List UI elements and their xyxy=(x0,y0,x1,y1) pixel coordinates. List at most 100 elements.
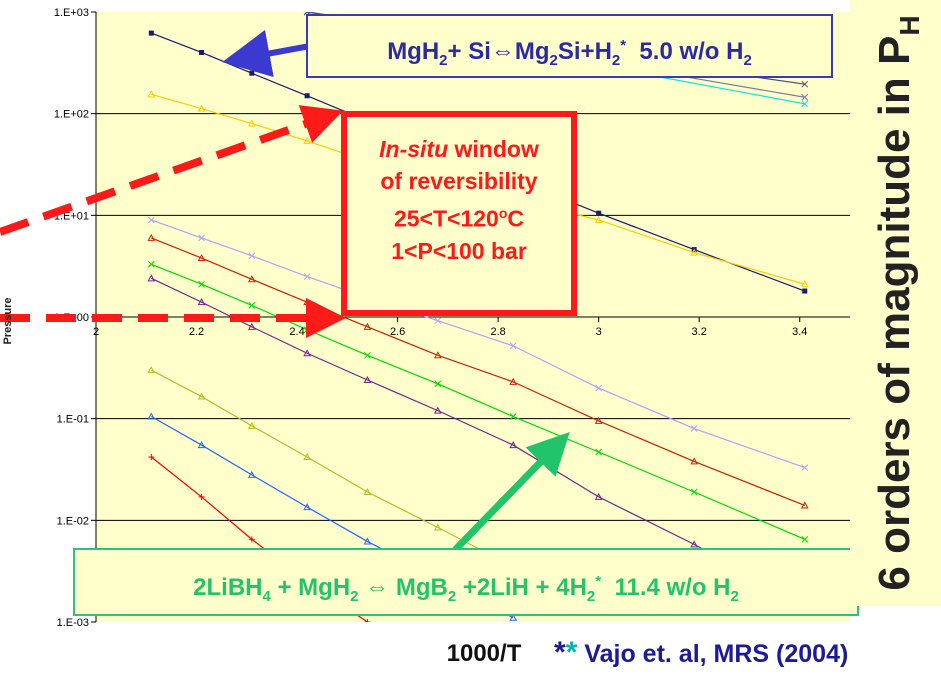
top-box-text-c: Si+H xyxy=(557,38,612,65)
window-line-3-a: 25<T<120 xyxy=(393,205,499,232)
x-tick-label: 2.2 xyxy=(189,326,204,338)
data-point xyxy=(509,377,518,385)
data-point xyxy=(147,274,156,282)
data-point xyxy=(595,448,603,456)
top-box-text-b: + Si⇔Mg xyxy=(447,38,550,65)
x-tick-label: 2.4 xyxy=(289,326,304,338)
data-point xyxy=(594,215,603,223)
data-point xyxy=(247,322,256,330)
data-point xyxy=(690,425,698,432)
bottom-box-sub-e: 2 xyxy=(730,587,739,605)
window-line-1: In-situ window xyxy=(347,133,571,165)
x-tick-label: 2.8 xyxy=(490,326,505,338)
data-point xyxy=(595,384,603,392)
data-point xyxy=(147,233,156,241)
data-point xyxy=(249,70,255,76)
x-tick-label: 3 xyxy=(596,326,602,338)
data-point xyxy=(801,80,809,88)
x-tick-label: 2.6 xyxy=(390,326,405,338)
data-point xyxy=(248,302,256,309)
window-line-3: 25<T<120oC xyxy=(347,197,571,235)
data-point xyxy=(197,392,206,400)
data-point xyxy=(147,412,156,420)
x-tick-label: 3.4 xyxy=(792,326,807,338)
citation-text: Vajo et. al, MRS (2004) xyxy=(577,640,849,668)
data-point xyxy=(303,349,311,357)
data-point xyxy=(363,487,372,495)
window-line-4: 1<P<100 bar xyxy=(391,237,527,264)
data-point xyxy=(197,298,206,306)
data-point xyxy=(248,252,256,260)
data-point xyxy=(248,536,255,543)
data-point xyxy=(198,493,205,500)
bottom-box-sup-d: * xyxy=(595,573,602,590)
data-point xyxy=(247,119,256,127)
data-point xyxy=(594,416,603,424)
data-point xyxy=(148,453,155,460)
window-line-2: of reversibility xyxy=(380,168,538,194)
y-axis-label: Pressure xyxy=(2,297,14,345)
data-point xyxy=(363,322,372,330)
top-box-sup-c: * xyxy=(620,37,627,54)
y-tick-label: 1.E+02 xyxy=(54,109,89,121)
libh4-mgh2-reaction-box: 2LiBH4 + MgH2 ⇔ MgB2 +2LiH + 4H2* 11.4 w… xyxy=(73,548,859,616)
bottom-box-text-b: + MgH xyxy=(270,574,351,601)
x-tick-label: 3.2 xyxy=(692,326,707,338)
y-tick-label: 1.E-02 xyxy=(57,515,89,527)
window-line-1-rest: window xyxy=(448,136,539,162)
data-point xyxy=(303,503,311,511)
bottom-box-sub-c: 2 xyxy=(447,587,457,605)
data-point xyxy=(197,441,206,449)
data-point xyxy=(800,280,809,288)
data-point xyxy=(198,234,205,242)
data-point xyxy=(303,452,311,460)
blue-arrow xyxy=(222,29,311,78)
data-point xyxy=(198,280,205,288)
data-point xyxy=(509,413,517,420)
top-box-sub-c: 2 xyxy=(611,51,621,69)
reversibility-window-box: In-situ window of reversibility 25<T<120… xyxy=(341,111,577,316)
series-line xyxy=(151,263,805,540)
data-point xyxy=(147,366,156,374)
window-line-3-sup: o xyxy=(498,205,508,221)
top-box-text-d: 5.0 w/o H xyxy=(626,38,744,65)
right-side-panel xyxy=(850,0,941,606)
data-point xyxy=(802,288,808,294)
x-axis-label: 1000/T xyxy=(446,640,522,667)
data-point xyxy=(147,260,155,268)
y-tick-label: 1.E-01 xyxy=(57,414,89,426)
data-point xyxy=(509,342,517,350)
data-point xyxy=(594,492,603,500)
y-tick-label: 1.E+03 xyxy=(54,7,89,19)
bottom-box-text-e: 11.4 w/o H xyxy=(601,574,731,601)
data-point xyxy=(801,93,809,101)
data-point xyxy=(199,49,205,55)
mgh2-si-reaction-box: MgH2+ Si⇔Mg2Si+H2* 5.0 w/o H2 xyxy=(306,14,833,78)
data-point xyxy=(690,540,699,548)
red-dashed-arrow-upper xyxy=(0,105,344,236)
bottom-box-sub-b: 2 xyxy=(350,587,359,605)
data-point xyxy=(148,30,154,36)
top-box-sub-a: 2 xyxy=(439,51,448,69)
data-point xyxy=(801,464,809,471)
data-point xyxy=(509,441,518,449)
data-point xyxy=(304,93,310,99)
data-point xyxy=(596,210,602,216)
data-point xyxy=(434,380,442,388)
right-label-sub: H xyxy=(893,15,925,36)
data-point xyxy=(364,351,371,359)
data-point xyxy=(197,254,206,262)
data-point xyxy=(247,275,256,283)
window-line-3-b: C xyxy=(507,205,525,232)
data-point xyxy=(433,406,442,414)
data-point xyxy=(247,421,256,429)
citation-star-2: * xyxy=(565,636,578,669)
citation: ** Vajo et. al, MRS (2004) xyxy=(554,636,941,670)
data-point xyxy=(800,501,809,509)
data-point xyxy=(690,248,699,256)
data-point xyxy=(801,536,809,543)
data-point xyxy=(303,273,311,280)
top-box-text-a: MgH xyxy=(387,38,440,65)
top-box-sub-d: 2 xyxy=(743,51,752,69)
data-point xyxy=(147,90,156,98)
